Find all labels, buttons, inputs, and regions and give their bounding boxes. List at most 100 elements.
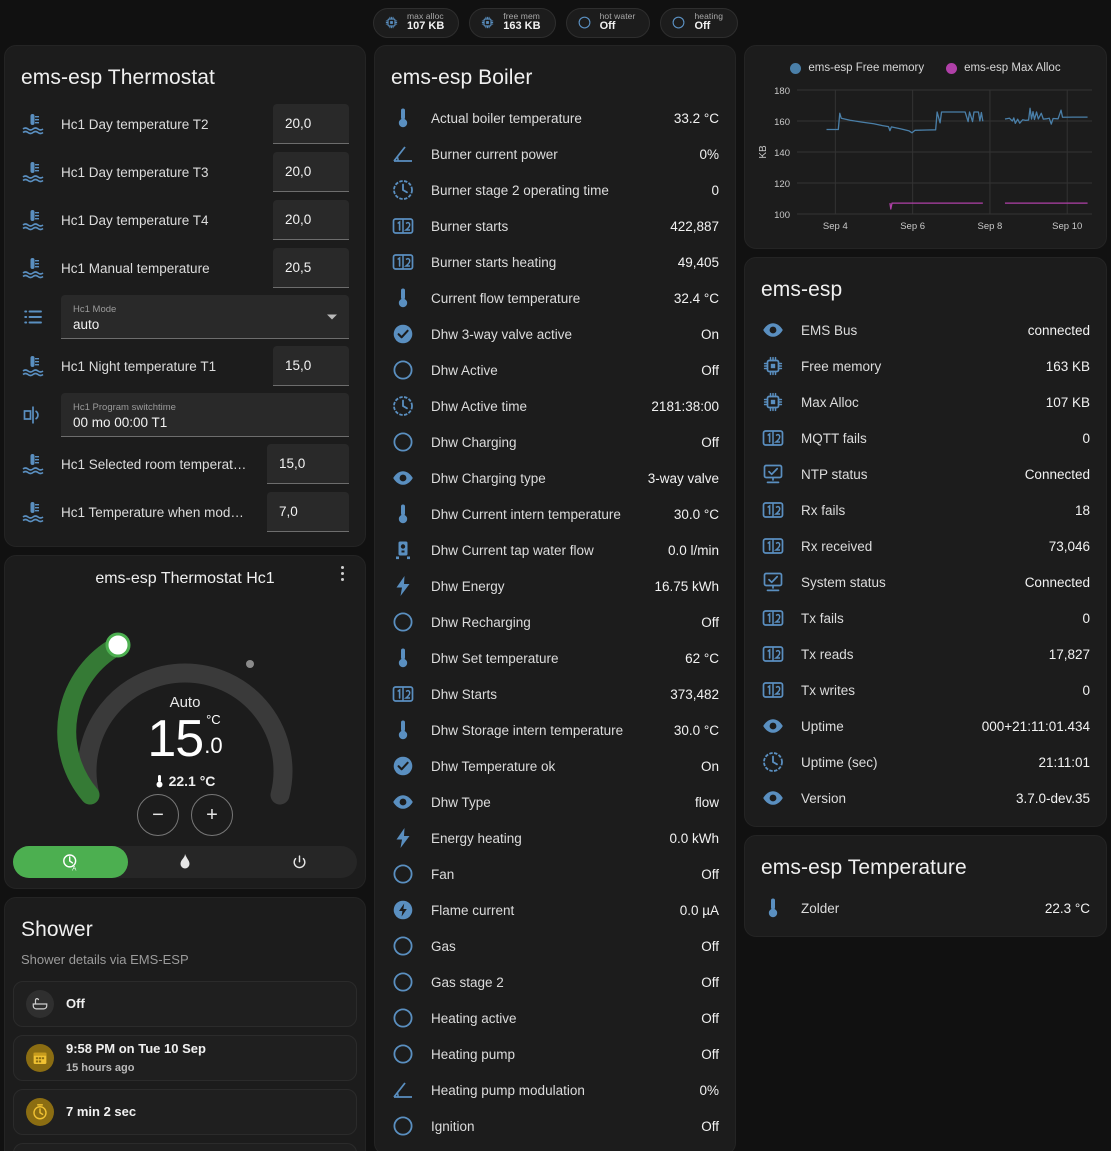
text-input[interactable]: Hc1 Program switchtime 00 mo 00:00 T1 [61, 393, 349, 437]
thermometer-icon [398, 504, 408, 524]
chart-legend-item[interactable]: ems-esp Max Alloc [946, 62, 1061, 74]
number-input[interactable]: 20,0 [273, 152, 349, 192]
boiler-entity-row[interactable]: Dhw Temperature ok On [391, 748, 719, 784]
boiler-entity-row[interactable]: Energy heating 0.0 kWh [391, 820, 719, 856]
status-entity-row[interactable]: Uptime (sec) 21:11:01 [761, 744, 1090, 780]
lightning-icon [391, 574, 415, 598]
chevron-down-icon[interactable] [327, 314, 337, 319]
boiler-entity-row[interactable]: Flame current 0.0 µA [391, 892, 719, 928]
boiler-entity-row[interactable]: Heating active Off [391, 1000, 719, 1036]
dial-gauge[interactable]: Auto 15 °C .0 [5, 590, 365, 840]
entity-name: Heating pump modulation [431, 1082, 585, 1098]
status-pill[interactable]: heating Off [660, 7, 739, 38]
boiler-entity-row[interactable]: Burner stage 2 operating time 0 [391, 172, 719, 208]
water-pump-icon [391, 538, 415, 562]
boiler-entity-row[interactable]: Dhw Current intern temperature 30.0 °C [391, 496, 719, 532]
boiler-entity-row[interactable]: Fan Off [391, 856, 719, 892]
status-entity-row[interactable]: System status Connected [761, 564, 1090, 600]
decrease-temperature-button[interactable]: − [137, 794, 179, 836]
boiler-entity-row[interactable]: Dhw Recharging Off [391, 604, 719, 640]
entity-name: Dhw Charging [431, 434, 517, 450]
circle-outline-icon [391, 358, 415, 382]
boiler-entity-row[interactable]: Burner starts 422,887 [391, 208, 719, 244]
number-input[interactable]: 20,0 [273, 104, 349, 144]
status-entity-row[interactable]: Free memory 163 KB [761, 348, 1090, 384]
boiler-entity-row[interactable]: Dhw Charging Off [391, 424, 719, 460]
water-thermometer-icon [21, 112, 45, 136]
status-pill[interactable]: max alloc 107 KB [372, 7, 460, 38]
kebab-menu-icon[interactable] [333, 564, 351, 582]
entity-name: MQTT fails [801, 430, 867, 446]
boiler-entity-row[interactable]: Dhw Active Off [391, 352, 719, 388]
number-input[interactable]: 20,0 [273, 200, 349, 240]
boiler-entity-row[interactable]: Burner current power 0% [391, 136, 719, 172]
status-entity-row[interactable]: Tx writes 0 [761, 672, 1090, 708]
thermostat-number-row[interactable]: Hc1 Night temperature T1 15,0 [21, 342, 349, 390]
status-pill[interactable]: hot water Off [565, 7, 651, 38]
mode-select[interactable]: Hc1 Mode auto [61, 295, 349, 339]
boiler-entity-row[interactable]: Gas stage 2 Off [391, 964, 719, 1000]
memory-chart-card: ems-esp Free memory ems-esp Max Alloc 100… [744, 45, 1107, 249]
boiler-entity-row[interactable]: Dhw Charging type 3-way valve [391, 460, 719, 496]
boiler-entity-row[interactable]: Dhw 3-way valve active On [391, 316, 719, 352]
circle-outline-icon [393, 360, 413, 380]
shower-tile[interactable]: 9:58 PM on Tue 10 Sep 15 hours ago [13, 1035, 357, 1081]
number-input[interactable]: 7,0 [267, 492, 349, 532]
thermostat-number-row[interactable]: Hc1 Day temperature T4 20,0 [21, 196, 349, 244]
chart-legend-item[interactable]: ems-esp Free memory [790, 62, 924, 74]
boiler-entity-row[interactable]: Dhw Storage intern temperature 30.0 °C [391, 712, 719, 748]
temperature-entity-row[interactable]: Zolder 22.3 °C [761, 890, 1090, 926]
boiler-entity-row[interactable]: Actual boiler temperature 33.2 °C [391, 100, 719, 136]
status-pill-label: heating [694, 11, 724, 22]
boiler-entity-row[interactable]: Burner starts heating 49,405 [391, 244, 719, 280]
hvac-mode-off-button[interactable] [242, 846, 357, 878]
number-input[interactable]: 20,5 [273, 248, 349, 288]
status-pill[interactable]: free mem 163 KB [469, 7, 556, 38]
entity-value: Off [701, 866, 719, 882]
boiler-entity-row[interactable]: Heating pump modulation 0% [391, 1072, 719, 1108]
status-entity-row[interactable]: MQTT fails 0 [761, 420, 1090, 456]
dial-arc[interactable] [45, 590, 325, 840]
status-entity-row[interactable]: Rx fails 18 [761, 492, 1090, 528]
status-entity-row[interactable]: Tx fails 0 [761, 600, 1090, 636]
status-entity-row[interactable]: Rx received 73,046 [761, 528, 1090, 564]
status-entity-row[interactable]: Uptime 000+21:11:01.434 [761, 708, 1090, 744]
thermostat-number-row[interactable]: Hc1 Day temperature T2 20,0 [21, 100, 349, 148]
boiler-entity-row[interactable]: Ignition Off [391, 1108, 719, 1144]
status-entity-row[interactable]: Version 3.7.0-dev.35 [761, 780, 1090, 816]
thermostat-number-row[interactable]: Hc1 Selected room temperat… 15,0 [21, 440, 349, 488]
boiler-entity-row[interactable]: Dhw Active time 2181:38:00 [391, 388, 719, 424]
boiler-entity-row[interactable]: Dhw Set temperature 62 °C [391, 640, 719, 676]
entity-name: Fan [431, 866, 455, 882]
list-icon [21, 305, 45, 329]
status-entity-row[interactable]: Max Alloc 107 KB [761, 384, 1090, 420]
thermostat-mode-select-row[interactable]: Hc1 Mode auto [21, 292, 349, 342]
shower-tile[interactable]: 7 min 2 sec [13, 1089, 357, 1135]
boiler-entity-row[interactable]: Dhw Starts 373,482 [391, 676, 719, 712]
boiler-entity-row[interactable]: Dhw Type flow [391, 784, 719, 820]
number-input[interactable]: 15,0 [267, 444, 349, 484]
status-entity-row[interactable]: Tx reads 17,827 [761, 636, 1090, 672]
check-circle-icon [393, 756, 413, 776]
boiler-entity-row[interactable]: Dhw Energy 16.75 kWh [391, 568, 719, 604]
thermostat-number-row[interactable]: Hc1 Manual temperature 20,5 [21, 244, 349, 292]
boiler-entity-row[interactable]: Heating pump Off [391, 1036, 719, 1072]
boiler-entity-row[interactable]: Dhw Current tap water flow 0.0 l/min [391, 532, 719, 568]
thermostat-number-row[interactable]: Hc1 Day temperature T3 20,0 [21, 148, 349, 196]
shower-tile[interactable] [13, 1143, 357, 1151]
status-entity-row[interactable]: NTP status Connected [761, 456, 1090, 492]
boiler-entity-row[interactable]: Gas Off [391, 928, 719, 964]
water-thermometer-icon [22, 162, 44, 183]
number-input[interactable]: 15,0 [273, 346, 349, 386]
tile-primary-text: 9:58 PM on Tue 10 Sep [66, 1040, 206, 1056]
thermostat-number-row[interactable]: Hc1 Temperature when mod… 7,0 [21, 488, 349, 536]
water-thermometer-icon [22, 502, 44, 523]
increase-temperature-button[interactable]: + [191, 794, 233, 836]
thermostat-text-row[interactable]: Hc1 Program switchtime 00 mo 00:00 T1 [21, 390, 349, 440]
hvac-mode-auto-button[interactable]: A [13, 846, 128, 878]
hvac-mode-heat-button[interactable] [128, 846, 243, 878]
boiler-entity-row[interactable]: Current flow temperature 32.4 °C [391, 280, 719, 316]
shower-tile[interactable]: Off [13, 981, 357, 1027]
status-entity-row[interactable]: EMS Bus connected [761, 312, 1090, 348]
